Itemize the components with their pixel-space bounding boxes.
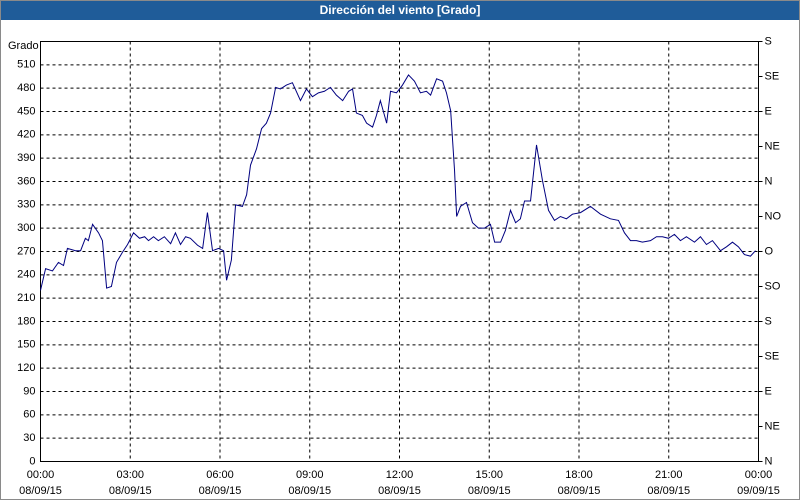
x-tick-label: 08/09/15 xyxy=(199,485,242,497)
x-tick-label: 00:00 xyxy=(745,469,773,481)
x-tick-label: 09/09/15 xyxy=(737,485,780,497)
title-bar xyxy=(1,1,799,20)
x-tick-label: 15:00 xyxy=(475,469,503,481)
y2-tick-label: E xyxy=(765,105,772,117)
y2-tick-label: N xyxy=(765,455,773,467)
y-tick-label: 330 xyxy=(17,199,35,211)
y-tick-label: 120 xyxy=(17,362,35,374)
y-tick-label: 150 xyxy=(17,339,35,351)
y-tick-label: 510 xyxy=(17,59,35,71)
x-tick-label: 18:00 xyxy=(565,469,593,481)
y-tick-label: 180 xyxy=(17,315,35,327)
y-tick-label: 240 xyxy=(17,269,35,281)
y2-tick-label: NE xyxy=(765,420,780,432)
x-tick-label: 08/09/15 xyxy=(109,485,152,497)
y2-tick-label: O xyxy=(765,245,774,257)
y-tick-label: 390 xyxy=(17,152,35,164)
y-tick-label: 360 xyxy=(17,175,35,187)
y-tick-label: 270 xyxy=(17,245,35,257)
y-tick-label: 210 xyxy=(17,292,35,304)
x-tick-label: 08/09/15 xyxy=(19,485,62,497)
y2-tick-label: SE xyxy=(765,350,780,362)
x-tick-label: 03:00 xyxy=(116,469,144,481)
y2-tick-label: SO xyxy=(765,280,781,292)
y2-tick-label: S xyxy=(765,35,772,47)
x-tick-label: 21:00 xyxy=(655,469,683,481)
y-tick-label: 480 xyxy=(17,82,35,94)
y-tick-label: 60 xyxy=(23,409,35,421)
x-tick-label: 09:00 xyxy=(296,469,324,481)
x-tick-label: 06:00 xyxy=(206,469,234,481)
y2-tick-label: N xyxy=(765,175,773,187)
y2-tick-label: E xyxy=(765,385,772,397)
y-tick-label: 420 xyxy=(17,129,35,141)
x-tick-label: 08/09/15 xyxy=(558,485,601,497)
y-tick-label: 90 xyxy=(23,385,35,397)
x-tick-label: 00:00 xyxy=(27,469,55,481)
y2-tick-label: NO xyxy=(765,210,782,222)
y2-tick-label: SE xyxy=(765,70,780,82)
y-tick-label: 0 xyxy=(29,455,35,467)
chart-title: Dirección del viento [Grado] xyxy=(320,3,481,17)
y2-tick-label: S xyxy=(765,315,772,327)
x-tick-label: 08/09/15 xyxy=(378,485,421,497)
x-tick-label: 08/09/15 xyxy=(468,485,511,497)
y-tick-label: 450 xyxy=(17,105,35,117)
y2-tick-label: NE xyxy=(765,140,780,152)
data-line xyxy=(40,74,756,291)
x-tick-label: 08/09/15 xyxy=(647,485,690,497)
y-axis-label: Grado xyxy=(8,40,39,52)
x-tick-label: 08/09/15 xyxy=(288,485,331,497)
y-tick-label: 30 xyxy=(23,432,35,444)
y-tick-label: 300 xyxy=(17,222,35,234)
x-tick-label: 12:00 xyxy=(386,469,414,481)
